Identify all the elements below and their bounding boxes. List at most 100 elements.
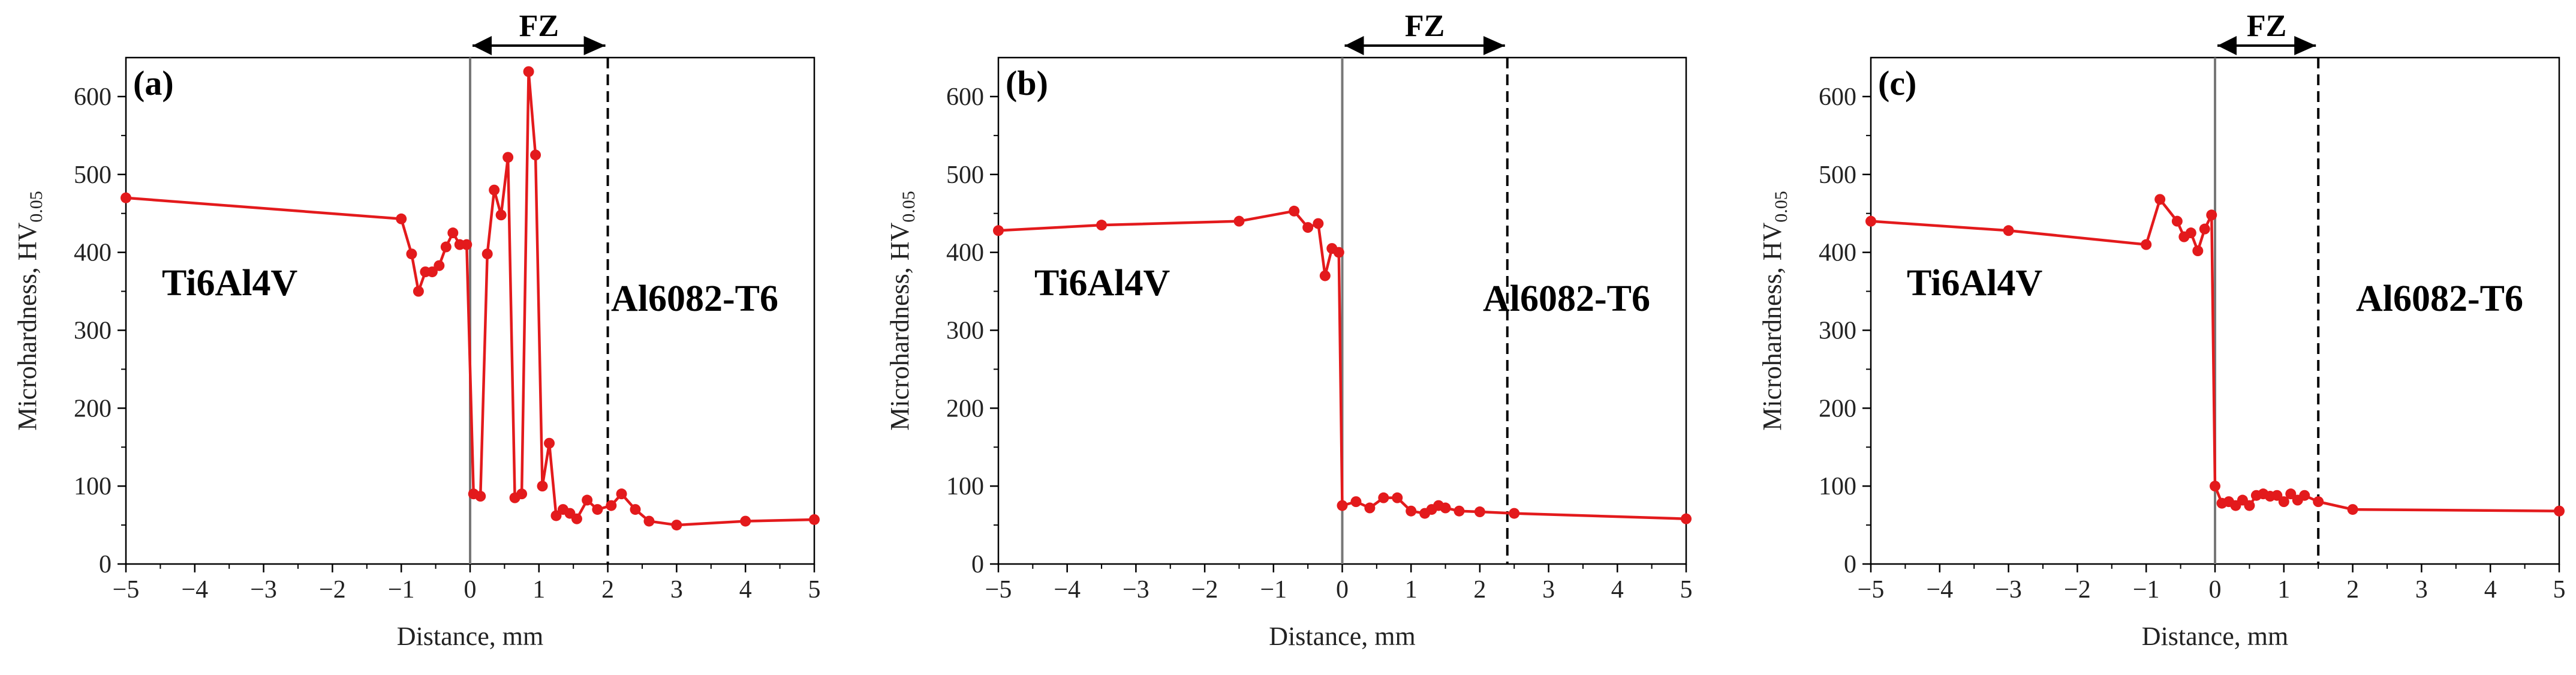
data-point (406, 248, 417, 260)
data-point (475, 491, 486, 502)
data-point (1333, 247, 1344, 258)
x-tick-label: −2 (319, 576, 346, 604)
y-tick-label: 200 (1819, 395, 1856, 422)
data-point (523, 66, 534, 77)
data-point (544, 437, 555, 449)
data-point (616, 488, 627, 500)
material-label-left: Ti6Al4V (1034, 263, 1170, 304)
y-tick-label: 100 (946, 473, 984, 500)
data-point (516, 488, 528, 500)
data-point (671, 520, 682, 531)
data-point (2313, 496, 2324, 508)
data-point (630, 504, 641, 515)
x-tick-label: −5 (1858, 576, 1885, 604)
x-tick-label: −4 (181, 576, 208, 604)
data-point (571, 513, 582, 524)
x-tick-label: 4 (2484, 576, 2497, 604)
data-point (1364, 502, 1376, 514)
x-tick-label: −3 (1123, 576, 1149, 604)
data-point (1313, 218, 1324, 229)
x-tick-label: 1 (1405, 576, 1418, 604)
data-point (1096, 220, 1108, 231)
material-label-right: Al6082-T6 (1483, 278, 1650, 319)
y-tick-label: 300 (946, 317, 984, 344)
fz-label: FZ (2247, 9, 2286, 43)
x-tick-label: 0 (1336, 576, 1349, 604)
y-tick-label: 100 (74, 473, 112, 500)
data-point (461, 239, 473, 250)
data-point (440, 241, 452, 253)
data-point (1509, 508, 1520, 519)
y-axis-title: Microhardness, HV0.05 (1758, 191, 1791, 431)
x-tick-label: −3 (250, 576, 277, 604)
data-point (1681, 513, 1692, 524)
data-point (2278, 496, 2289, 508)
y-axis-title: Microhardness, HV0.05 (885, 191, 919, 431)
material-label-right: Al6082-T6 (611, 278, 778, 319)
data-point (2171, 215, 2183, 227)
y-tick-label: 100 (1819, 473, 1856, 500)
x-tick-label: −4 (1054, 576, 1081, 604)
y-tick-label: 600 (1819, 83, 1856, 111)
x-axis-title: Distance, mm (1269, 622, 1415, 651)
data-point (537, 481, 548, 492)
x-tick-label: 5 (2553, 576, 2566, 604)
x-tick-label: 1 (532, 576, 545, 604)
y-axis-title-main: Microhardness, HV (1758, 223, 1787, 431)
data-point (1319, 270, 1331, 281)
data-point (495, 209, 507, 221)
chart-panel-3: FZ −5 −4 −3 −2 −1 0 1 2 3 4 5 0 100 200 300 400 500 600 Dis… (1758, 9, 2566, 651)
data-point (413, 286, 424, 297)
material-label-right: Al6082-T6 (2356, 278, 2523, 319)
y-tick-label: 200 (946, 395, 984, 422)
data-point (2154, 194, 2166, 205)
x-tick-label: 0 (464, 576, 477, 604)
x-tick-label: 1 (2277, 576, 2290, 604)
y-tick-label: 400 (74, 239, 112, 267)
material-label-left: Ti6Al4V (162, 263, 297, 304)
data-point (2210, 481, 2220, 492)
y-tick-label: 300 (74, 317, 112, 344)
y-axis-title-sub: 0.05 (26, 191, 46, 223)
y-tick-label: 0 (971, 551, 984, 578)
data-point (1474, 506, 1485, 518)
data-point (1378, 492, 1389, 503)
y-axis-title-sub: 0.05 (899, 191, 919, 223)
y-tick-label: 600 (74, 83, 112, 111)
data-point (2003, 225, 2014, 236)
data-point (2192, 245, 2204, 257)
data-point (2244, 500, 2255, 511)
data-point (1865, 215, 1876, 227)
x-tick-label: −1 (2133, 576, 2160, 604)
data-point (1337, 500, 1348, 511)
data-point (592, 504, 603, 515)
y-axis-title-main: Microhardness, HV (13, 223, 42, 431)
x-tick-label: 3 (670, 576, 683, 604)
y-tick-label: 500 (1819, 161, 1856, 189)
x-tick-label: 5 (1680, 576, 1693, 604)
x-tick-label: 0 (2209, 576, 2222, 604)
chart-panel-1: FZ −5 −4 −3 −2 −1 0 1 2 3 4 5 0 100 200 300 400 500 600 Dis… (13, 9, 821, 651)
y-tick-label: 0 (1844, 551, 1856, 578)
data-point (1233, 215, 1245, 227)
data-point (482, 248, 493, 260)
y-tick-label: 400 (1819, 239, 1856, 267)
data-point (530, 149, 541, 161)
x-tick-label: −5 (985, 576, 1012, 604)
data-point (606, 500, 617, 511)
data-point (2554, 505, 2565, 517)
y-tick-label: 300 (1819, 317, 1856, 344)
y-tick-label: 400 (946, 239, 984, 267)
data-point (502, 152, 514, 163)
data-point (1406, 505, 1417, 517)
panel-label: (b) (1006, 64, 1048, 103)
x-tick-label: 2 (601, 576, 614, 604)
data-point (1302, 222, 1314, 233)
y-axis-title-sub: 0.05 (1771, 191, 1791, 223)
data-point (2285, 488, 2297, 500)
y-tick-label: 600 (946, 83, 984, 111)
x-tick-label: 4 (1611, 576, 1624, 604)
data-point (2347, 504, 2358, 515)
x-tick-label: −3 (1995, 576, 2022, 604)
panel-label: (c) (1878, 64, 1916, 103)
